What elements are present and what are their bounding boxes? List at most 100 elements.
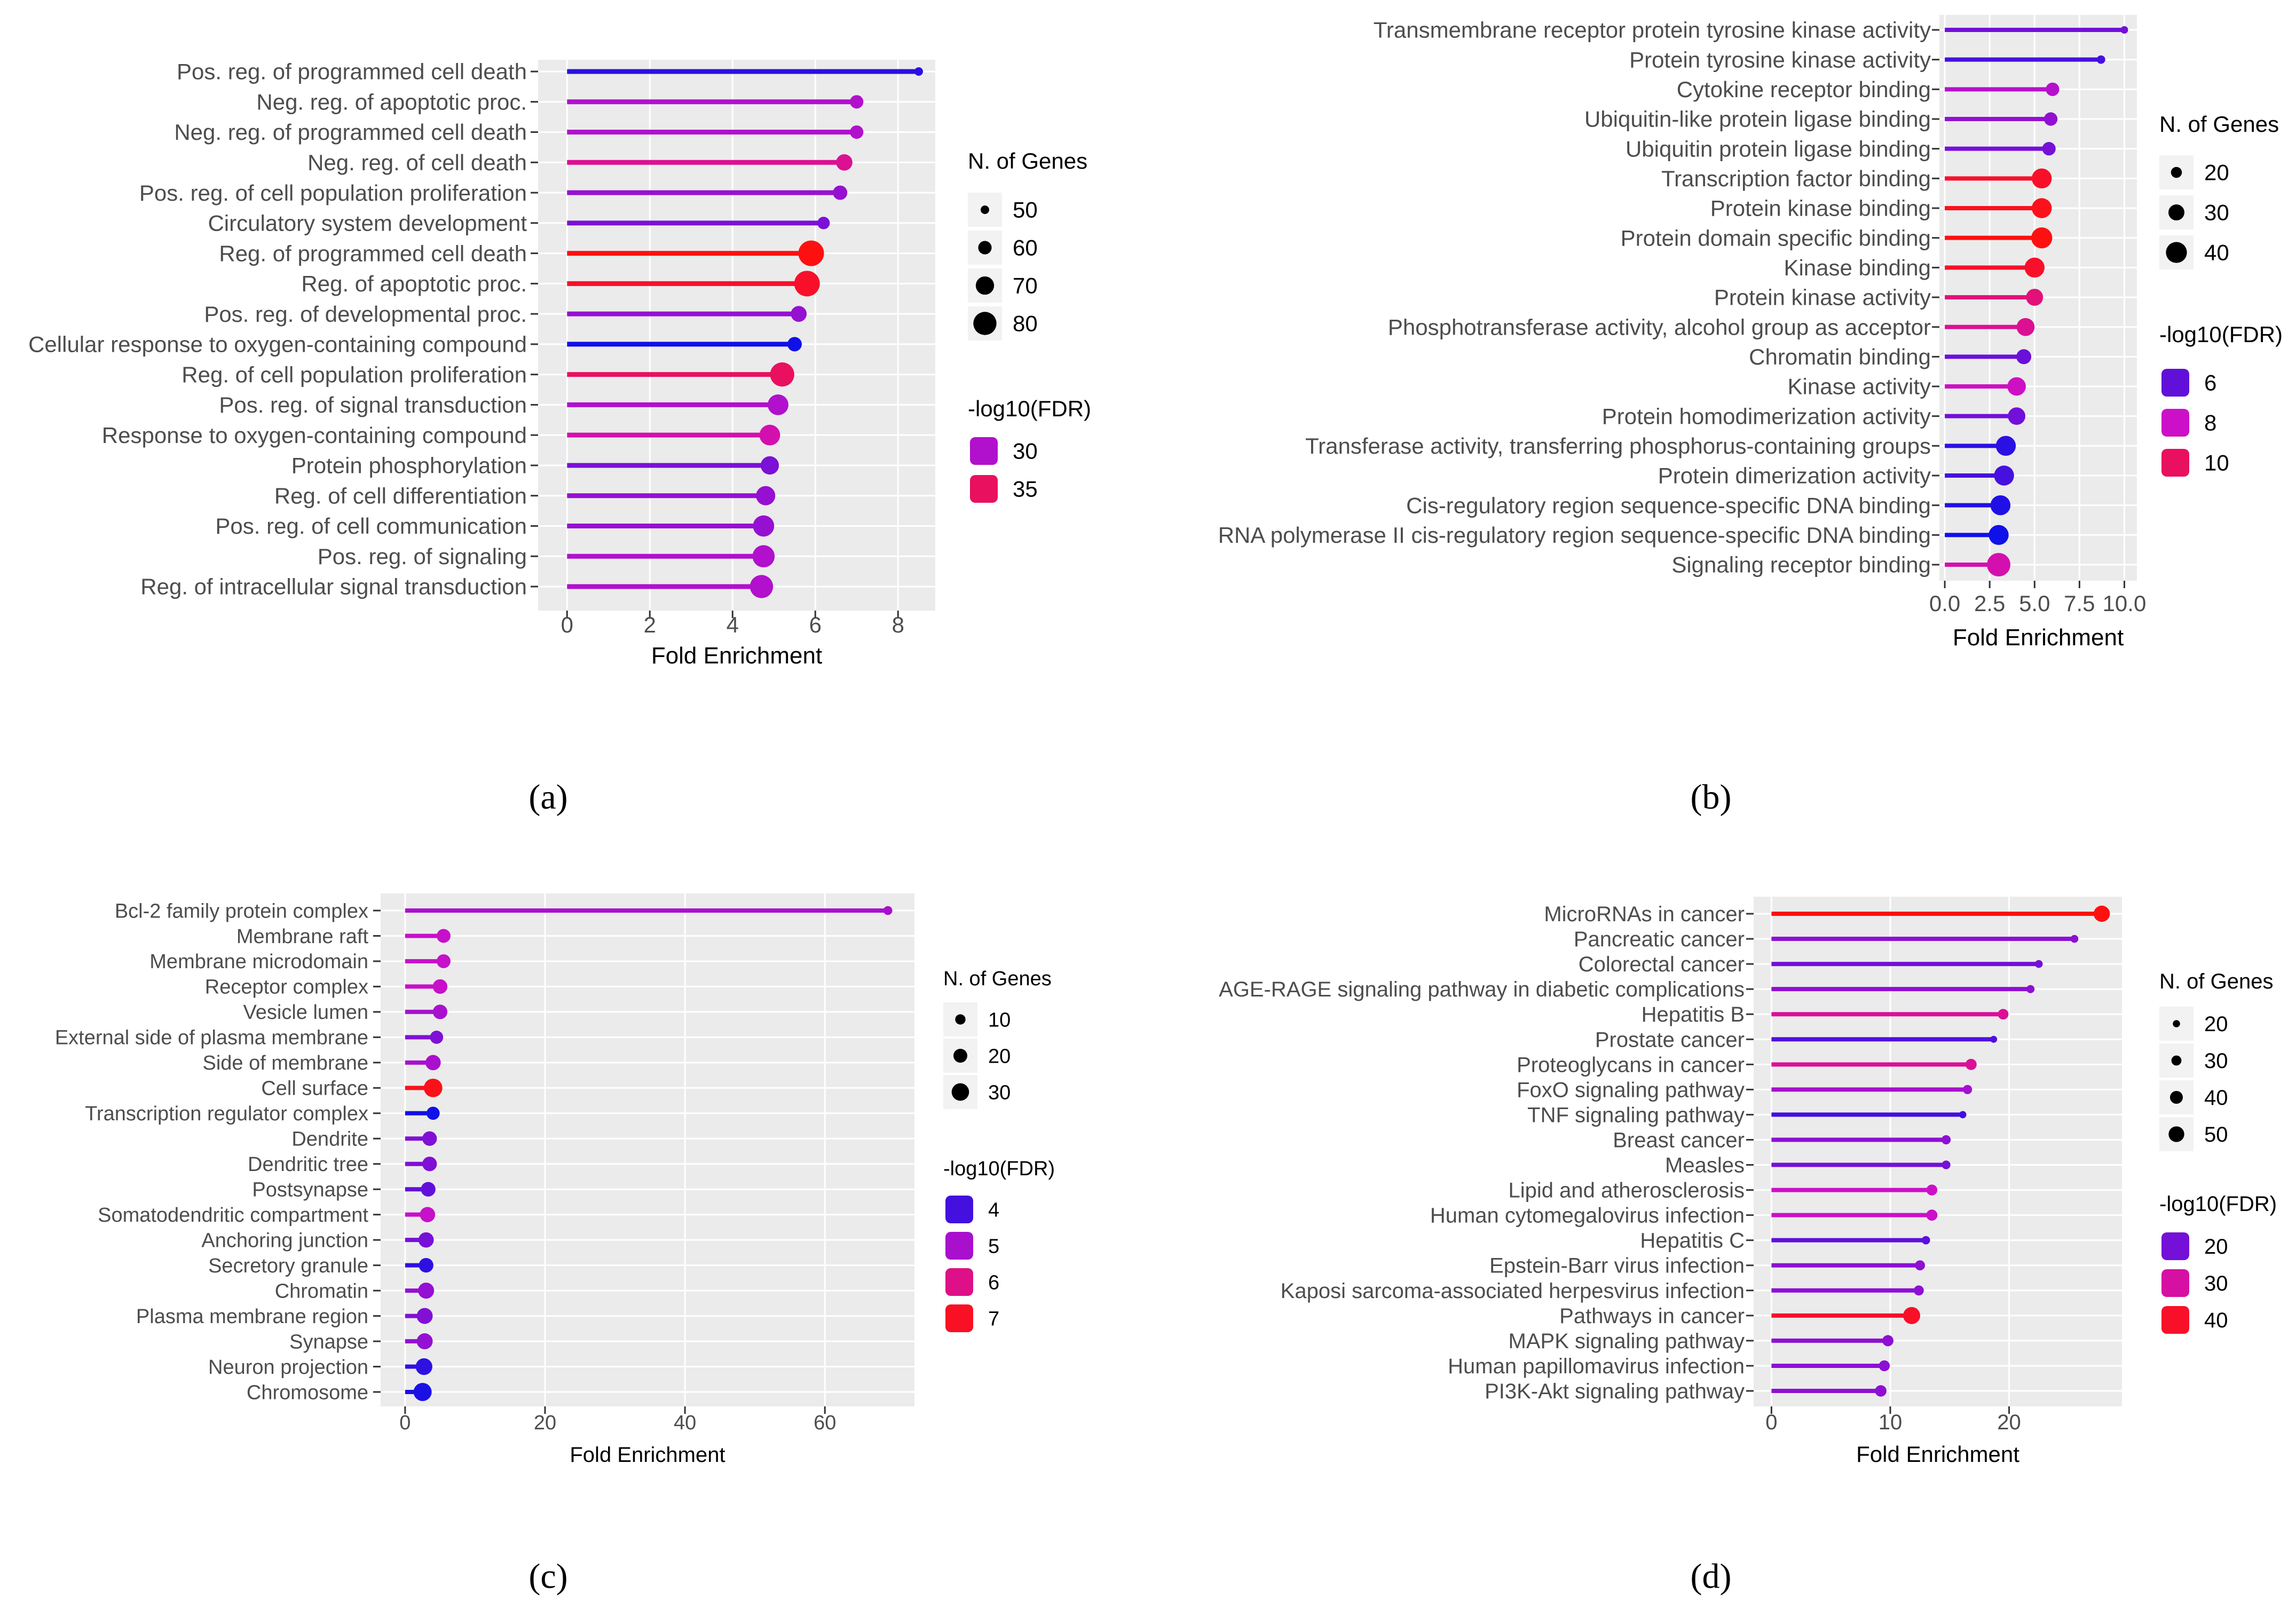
panel-d-category-label: Human papillomavirus infection bbox=[1448, 1355, 1745, 1378]
panel-d-color-legend-label: 30 bbox=[2204, 1272, 2228, 1295]
panel-c-lollipop-point bbox=[430, 1031, 444, 1044]
panel-b-size-legend-label: 20 bbox=[2204, 160, 2229, 185]
panel-c-lollipop-point bbox=[436, 929, 451, 943]
panel-c-category-label: Plasma membrane region bbox=[136, 1306, 368, 1328]
panel-b-lollipop-point bbox=[2007, 377, 2026, 396]
panel-d-size-legend-title: N. of Genes bbox=[2159, 970, 2273, 993]
panel-d-lollipop-point bbox=[1879, 1360, 1890, 1372]
panel-a-lollipop-point bbox=[794, 271, 820, 297]
panel-c-color-legend-label: 5 bbox=[988, 1235, 999, 1257]
panel-d-lollipop-point bbox=[1926, 1184, 1938, 1196]
panel-b-category-label: Protein dimerization activity bbox=[1658, 463, 1931, 488]
panel-b-size-legend-dot bbox=[2166, 242, 2187, 263]
panel-b-x-axis-title: Fold Enrichment bbox=[1953, 624, 2124, 651]
panel-b-x-tick-label: 0.0 bbox=[1929, 591, 1960, 616]
panel-b-category-label: RNA polymerase II cis-regulatory region … bbox=[1218, 523, 1931, 548]
panel-b-size-legend-label: 40 bbox=[2204, 240, 2229, 265]
panel-c-category-label: Transcription regulator complex bbox=[85, 1103, 368, 1125]
panel-a-lollipop-point bbox=[756, 486, 776, 505]
panel-c-color-legend-swatch bbox=[945, 1268, 973, 1296]
panel-b-color-legend-title: -log10(FDR) bbox=[2159, 322, 2283, 347]
panel-b-category-label: Signaling receptor binding bbox=[1671, 552, 1931, 577]
panel-c-x-tick-label: 60 bbox=[814, 1412, 836, 1434]
panel-a-category-label: Reg. of programmed cell death bbox=[219, 241, 527, 266]
panel-b-lollipop-point bbox=[2016, 349, 2032, 365]
panel-b-category-label: Transcription factor binding bbox=[1661, 166, 1931, 191]
panel-a-size-legend-dot bbox=[981, 205, 989, 214]
panel-a-category-label: Reg. of cell differentiation bbox=[274, 483, 527, 508]
panel-d-lollipop-point bbox=[2070, 935, 2079, 943]
panel-a-category-label: Pos. reg. of signal transduction bbox=[219, 392, 527, 417]
panel-d-lollipop-point bbox=[1942, 1160, 1951, 1169]
panel-d-color-legend-swatch bbox=[2161, 1269, 2189, 1297]
panel-c-category-label: Vesicle lumen bbox=[243, 1001, 368, 1024]
panel-b-x-tick-label: 10.0 bbox=[2103, 591, 2147, 616]
panel-a-color-legend-swatch bbox=[970, 475, 998, 503]
panel-d-x-tick-label: 0 bbox=[1765, 1411, 1777, 1434]
panel-b-lollipop-point bbox=[2043, 112, 2058, 126]
panel-d-category-label: Hepatitis B bbox=[1642, 1003, 1745, 1026]
panel-c-color-legend-swatch bbox=[945, 1304, 973, 1332]
panel-a-lollipop-point bbox=[833, 185, 848, 200]
panel-d-background bbox=[1754, 897, 2122, 1406]
panel-d-category-label: Prostate cancer bbox=[1595, 1028, 1745, 1051]
panel-c-lollipop-point bbox=[422, 1131, 437, 1146]
panel-d-category-label: MAPK signaling pathway bbox=[1509, 1330, 1745, 1353]
panel-d-lollipop-point bbox=[1963, 1085, 1972, 1094]
panel-b-lollipop-point bbox=[2024, 257, 2045, 278]
panel-c-color-legend-label: 7 bbox=[988, 1308, 999, 1330]
panel-b-lollipop-point bbox=[2016, 318, 2035, 336]
panel-a-category-label: Reg. of intracellular signal transductio… bbox=[140, 574, 527, 599]
panel-b-lollipop-point bbox=[1989, 525, 2009, 545]
panel-c-size-legend-dot bbox=[955, 1014, 966, 1025]
panel-b-category-label: Protein tyrosine kinase activity bbox=[1629, 47, 1931, 72]
panel-b-size-legend-label: 30 bbox=[2204, 200, 2229, 225]
panel-d-lollipop-point bbox=[1959, 1111, 1967, 1119]
panel-d-lollipop-point bbox=[1921, 1236, 1930, 1245]
panel-b-lollipop-point bbox=[1995, 436, 2016, 456]
panel-b-category-label: Transmembrane receptor protein tyrosine … bbox=[1374, 18, 1931, 43]
panel-c-lollipop-point bbox=[422, 1157, 437, 1172]
panel-a-chart: 0 2 4 6 8 Fold Enrichment Pos. reg. of program… bbox=[28, 59, 1091, 669]
panel-c-chart: 0 20 40 60 Fold Enrichment Bcl-2 family prote… bbox=[55, 893, 1055, 1467]
panel-a-background bbox=[538, 60, 935, 611]
panel-b-category-label: Protein kinase binding bbox=[1710, 196, 1931, 221]
panel-c-x-tick-label: 40 bbox=[674, 1412, 696, 1434]
panel-b-lollipop-point bbox=[2008, 407, 2026, 425]
panel-d-category-label: TNF signaling pathway bbox=[1527, 1103, 1745, 1127]
panel-c-category-label: Membrane raft bbox=[236, 925, 369, 948]
panel-a-category-label: Pos. reg. of signaling bbox=[318, 544, 527, 569]
panel-d-size-legend-dot bbox=[2169, 1090, 2183, 1104]
panel-c-color-legend-swatch bbox=[945, 1196, 973, 1223]
panel-a-lollipop-point bbox=[770, 362, 794, 387]
panel-b-category-label: Protein kinase activity bbox=[1714, 285, 1931, 310]
panel-b-label: (b) bbox=[1691, 778, 1732, 817]
panel-c-lollipop-point bbox=[413, 1383, 432, 1401]
panel-c-lollipop-point bbox=[423, 1078, 443, 1097]
panel-c-size-legend-label: 20 bbox=[988, 1045, 1011, 1067]
panel-d-lollipop-point bbox=[1941, 1135, 1951, 1145]
panel-c-category-label: Secretory granule bbox=[208, 1255, 368, 1277]
panel-c-color-legend-title: -log10(FDR) bbox=[943, 1158, 1055, 1180]
panel-a-category-label: Neg. reg. of cell death bbox=[307, 150, 527, 175]
panel-d-lollipop-point bbox=[1875, 1385, 1887, 1397]
panel-b-category-label: Protein domain specific binding bbox=[1621, 225, 1931, 250]
panel-d-category-label: Lipid and atherosclerosis bbox=[1509, 1179, 1745, 1202]
panel-a-lollipop-point bbox=[914, 67, 923, 76]
panel-d-category-label: Proteoglycans in cancer bbox=[1517, 1053, 1745, 1077]
panel-a-lollipop-point bbox=[850, 95, 864, 109]
panel-a-category-label: Reg. of cell population proliferation bbox=[182, 362, 527, 387]
panel-b-size-legend-dot bbox=[2171, 167, 2182, 178]
panel-c-x-tick-label: 0 bbox=[399, 1412, 411, 1434]
panel-a-x-tick-label: 4 bbox=[727, 612, 739, 637]
panel-c-category-label: Dendrite bbox=[291, 1128, 368, 1151]
panel-c-size-legend-title: N. of Genes bbox=[943, 968, 1052, 990]
panel-d-lollipop-point bbox=[2026, 985, 2035, 993]
panel-a-lollipop-point bbox=[759, 424, 780, 446]
panel-b-category-label: Chromatin binding bbox=[1749, 344, 1931, 369]
panel-d-color-legend-label: 20 bbox=[2204, 1235, 2228, 1259]
panel-d-color-legend-label: 40 bbox=[2204, 1309, 2228, 1332]
panel-b-category-label: Phosphotransferase activity, alcohol gro… bbox=[1388, 314, 1931, 339]
panel-d-category-label: Pancreatic cancer bbox=[1574, 928, 1745, 951]
panel-a-category-label: Response to oxygen-containing compound bbox=[102, 423, 527, 448]
